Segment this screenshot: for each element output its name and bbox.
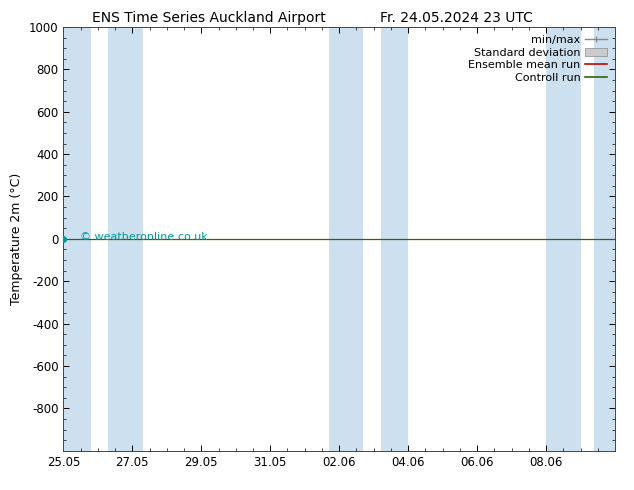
Bar [329,27,363,451]
Legend: min/max, Standard deviation, Ensemble mean run, Controll run: min/max, Standard deviation, Ensemble me… [466,32,609,85]
Bar [380,27,408,451]
Text: © weatheronline.co.uk: © weatheronline.co.uk [80,232,208,242]
Text: ENS Time Series Auckland Airport: ENS Time Series Auckland Airport [93,11,326,25]
Y-axis label: Temperature 2m (°C): Temperature 2m (°C) [10,173,23,305]
Bar [594,27,615,451]
Bar [546,27,581,451]
Text: Fr. 24.05.2024 23 UTC: Fr. 24.05.2024 23 UTC [380,11,533,25]
Bar [108,27,143,451]
Bar [63,27,91,451]
